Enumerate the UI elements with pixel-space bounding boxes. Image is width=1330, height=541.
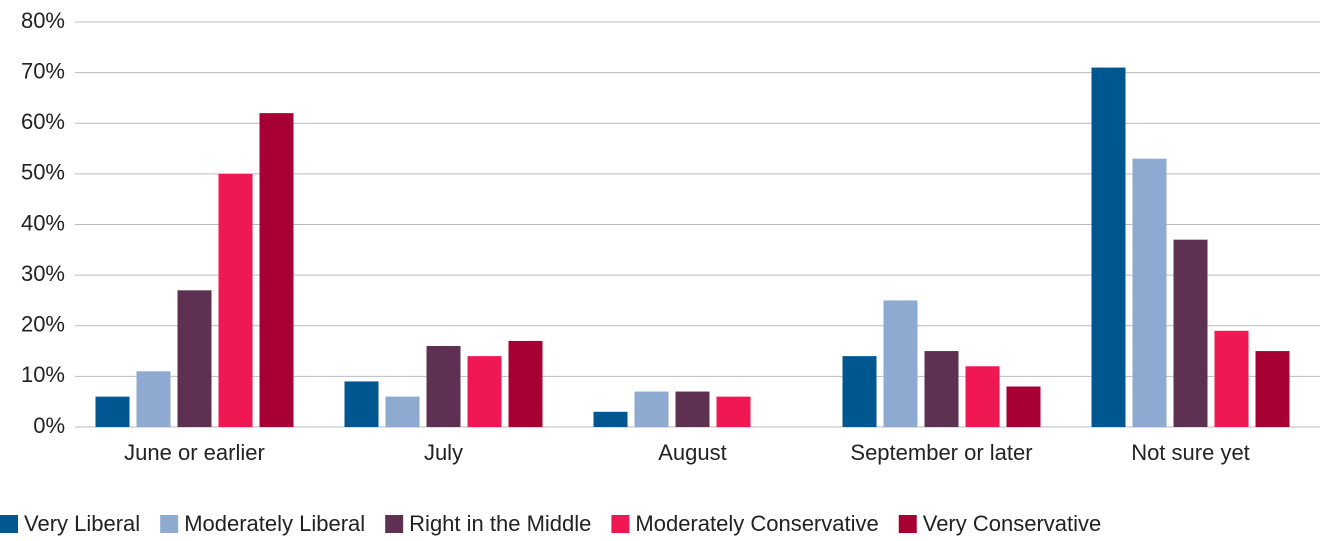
bar: [634, 391, 669, 427]
bar: [1255, 351, 1290, 427]
bar: [883, 300, 918, 427]
bar: [136, 371, 171, 427]
x-tick-label: August: [658, 440, 727, 465]
bar: [218, 173, 253, 427]
bar: [1173, 239, 1208, 427]
bar: [842, 356, 877, 427]
legend-swatch: [0, 515, 18, 533]
bar: [965, 366, 1000, 427]
x-tick-label: September or later: [850, 440, 1032, 465]
x-tick-label: July: [424, 440, 463, 465]
y-tick-label: 60%: [21, 109, 65, 134]
bar: [508, 340, 543, 427]
bar: [924, 351, 959, 427]
legend-label: Moderately Conservative: [635, 511, 878, 536]
y-tick-label: 70%: [21, 58, 65, 83]
bar: [1091, 67, 1126, 427]
legend-label: Moderately Liberal: [184, 511, 365, 536]
bar: [1006, 386, 1041, 427]
bar: [385, 396, 420, 427]
bar: [344, 381, 379, 427]
legend-swatch: [160, 515, 179, 533]
legend-swatch: [611, 515, 630, 533]
bar: [426, 346, 461, 427]
bar: [716, 396, 751, 427]
x-tick-label: June or earlier: [124, 440, 265, 465]
y-tick-label: 40%: [21, 210, 65, 235]
y-tick-label: 50%: [21, 160, 65, 185]
bar: [1132, 158, 1167, 427]
y-tick-label: 30%: [21, 261, 65, 286]
y-tick-label: 20%: [21, 312, 65, 337]
bar: [1214, 330, 1249, 427]
x-tick-label: Not sure yet: [1131, 440, 1250, 465]
bar: [259, 113, 294, 427]
bar: [593, 411, 628, 427]
y-tick-label: 80%: [21, 8, 65, 33]
legend-label: Very Liberal: [24, 511, 140, 536]
y-tick-label: 0%: [33, 413, 65, 438]
legend-swatch: [898, 515, 917, 533]
bar: [675, 391, 710, 427]
bar: [95, 396, 130, 427]
legend-swatch: [385, 515, 404, 533]
legend-label: Very Conservative: [923, 511, 1102, 536]
legend-label: Right in the Middle: [409, 511, 591, 536]
bar: [467, 356, 502, 427]
bar: [177, 290, 212, 427]
y-tick-label: 10%: [21, 362, 65, 387]
